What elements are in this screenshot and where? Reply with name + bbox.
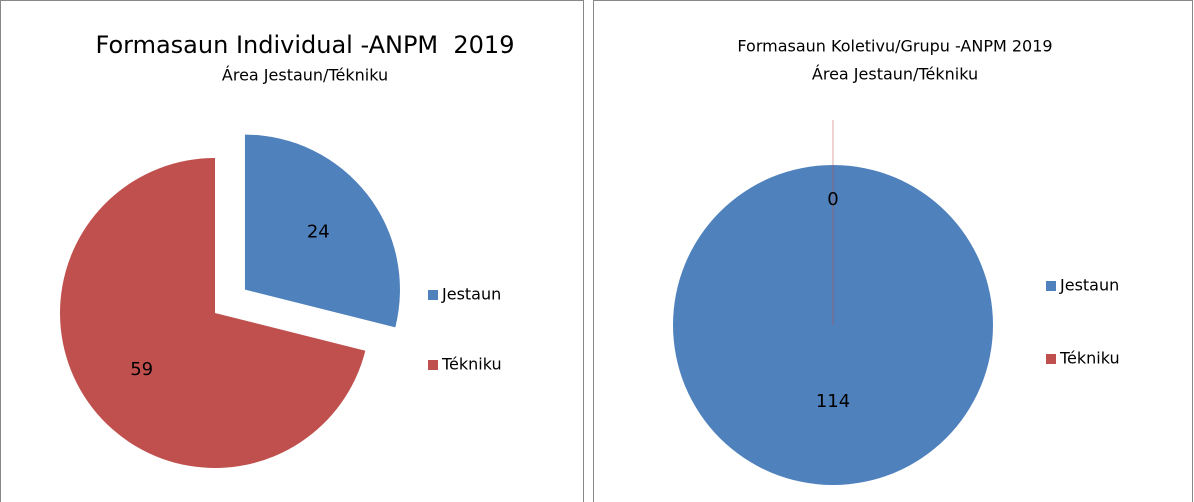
panel-border	[0, 0, 584, 502]
legend-swatch	[1046, 354, 1056, 364]
legend-label: Tékniku	[441, 355, 502, 374]
pie-slice	[244, 134, 400, 328]
data-label: 24	[307, 221, 330, 242]
legend-swatch	[428, 360, 438, 370]
chart-subtitle: Área Jestaun/Tékniku	[222, 66, 388, 85]
panel-border	[593, 0, 1193, 502]
data-label: 0	[827, 189, 838, 210]
legend-label: Jestaun	[1059, 276, 1119, 295]
legend-swatch	[1046, 281, 1056, 291]
legend-swatch	[428, 290, 438, 300]
data-label: 59	[130, 359, 153, 380]
chart-title: Formasaun Koletivu/Grupu -ANPM 2019	[737, 37, 1052, 56]
chart-title: Formasaun Individual -ANPM 2019	[96, 31, 515, 59]
chart-subtitle: Área Jestaun/Tékniku	[812, 65, 978, 84]
data-label: 114	[816, 391, 850, 412]
legend-label: Jestaun	[441, 285, 501, 304]
pie-slice	[60, 158, 366, 468]
legend-label: Tékniku	[1059, 349, 1120, 368]
